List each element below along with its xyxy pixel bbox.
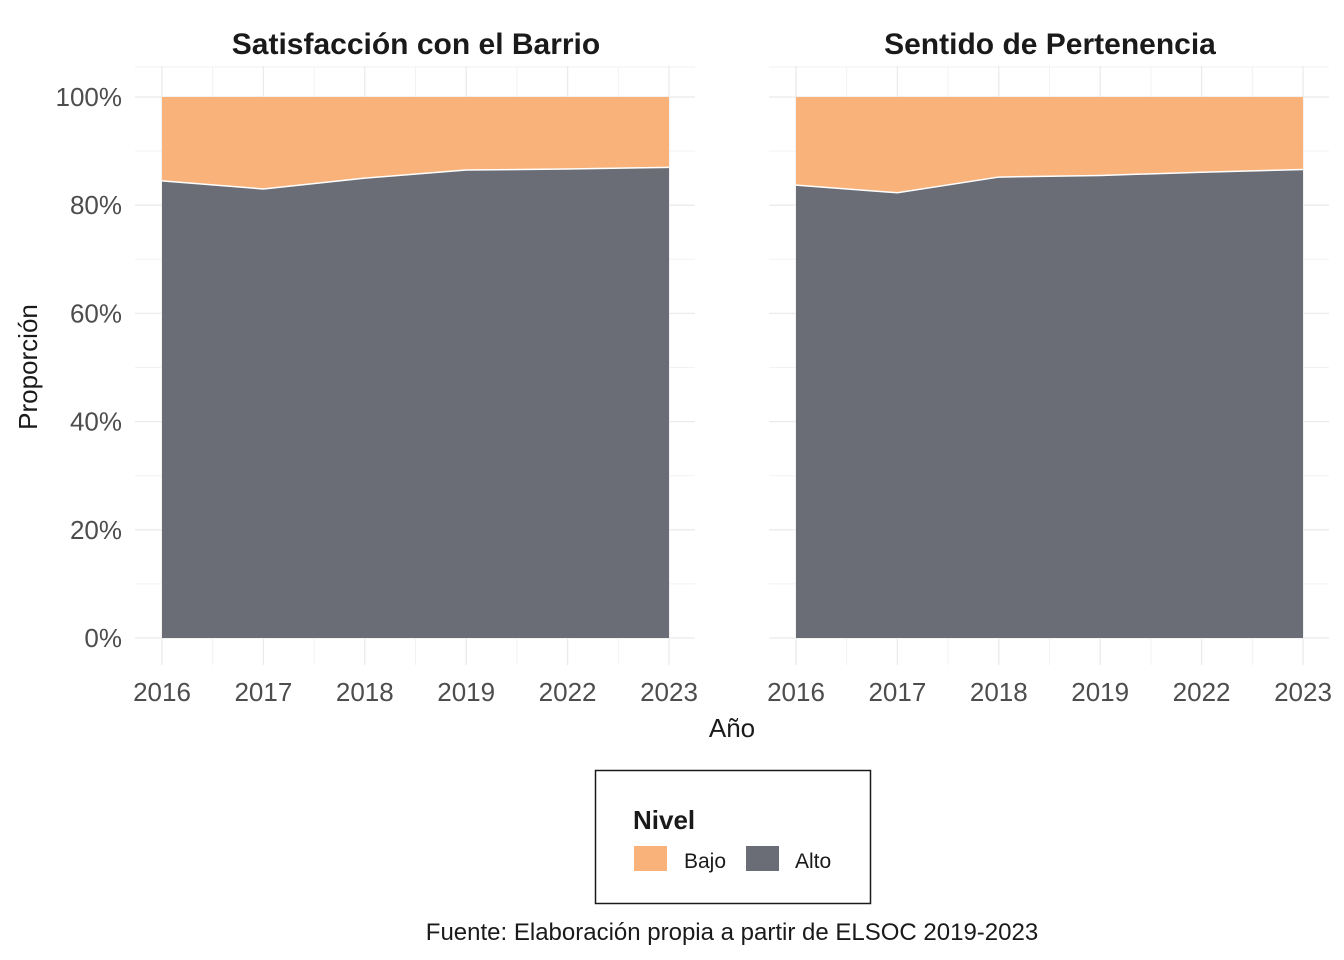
x-tick-label: 2019 <box>1071 677 1129 707</box>
y-tick-label: 80% <box>70 190 122 220</box>
area-sentido-de-pertenencia-alto <box>796 169 1303 639</box>
legend-label-bajo: Bajo <box>684 850 726 873</box>
y-axis-title: Proporción <box>13 304 43 430</box>
x-axis-title: Año <box>709 713 755 743</box>
x-tick-label: 2017 <box>868 677 926 707</box>
x-tick-label: 2022 <box>1173 677 1231 707</box>
x-tick-label: 2022 <box>539 677 597 707</box>
area-boundary-sentido-de-pertenencia <box>795 168 1304 194</box>
legend-title: Nivel <box>633 805 695 835</box>
panel-satisfaccion-con-el-barrio: Satisfacción con el Barrio 2016 2017 2018 20… <box>56 28 698 707</box>
panel-title-sentido-de-pertenencia: Sentido de Pertenencia <box>884 28 1216 61</box>
y-tick-label: 60% <box>70 298 122 328</box>
area-satisfaccion-con-el-barrio-bajo <box>162 97 669 189</box>
panel-title-satisfaccion-con-el-barrio: Satisfacción con el Barrio <box>232 28 600 61</box>
area-boundary-satisfaccion-con-el-barrio <box>161 166 670 190</box>
x-tick-label: 2017 <box>234 677 292 707</box>
legend-key-bajo <box>634 846 667 871</box>
legend-key-alto <box>746 846 779 871</box>
y-tick-label: 20% <box>70 515 122 545</box>
area-satisfaccion-con-el-barrio-alto <box>162 167 669 638</box>
x-tick-label: 2023 <box>1274 677 1332 707</box>
x-tick-label: 2019 <box>437 677 495 707</box>
x-tick-label: 2023 <box>640 677 698 707</box>
panel-sentido-de-pertenencia: Sentido de Pertenencia 2016 2017 2018 2019 20… <box>767 28 1332 707</box>
x-tick-label: 2018 <box>336 677 394 707</box>
x-tick-label: 2016 <box>767 677 825 707</box>
y-tick-label: 100% <box>56 82 123 112</box>
y-tick-label: 40% <box>70 407 122 437</box>
x-tick-label: 2018 <box>970 677 1028 707</box>
y-tick-label: 0% <box>84 623 122 653</box>
area-sentido-de-pertenencia-bajo <box>796 97 1303 193</box>
caption: Fuente: Elaboración propia a partir de E… <box>426 919 1038 946</box>
legend: Nivel Bajo Alto <box>594 769 872 905</box>
legend-label-alto: Alto <box>795 850 831 873</box>
x-tick-label: 2016 <box>133 677 191 707</box>
legend-box <box>594 769 872 905</box>
